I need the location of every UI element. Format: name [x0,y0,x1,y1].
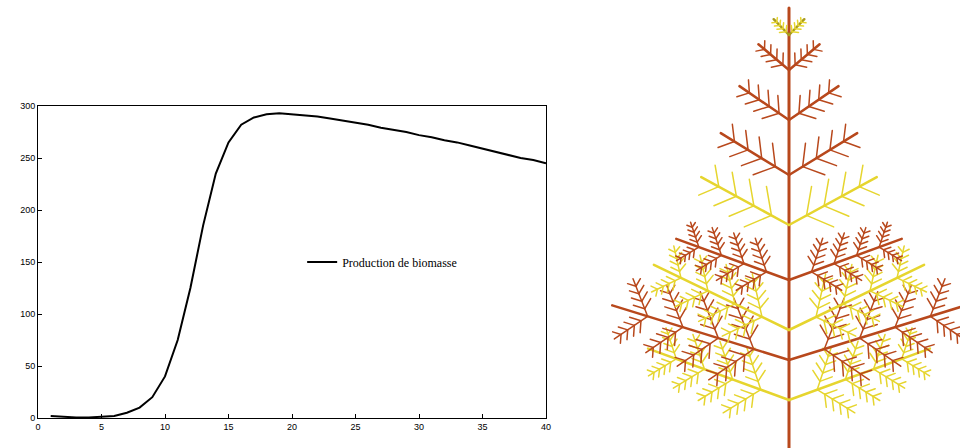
svg-text:10: 10 [160,422,170,432]
svg-text:25: 25 [350,422,360,432]
svg-text:5: 5 [99,422,104,432]
svg-text:35: 35 [477,422,487,432]
svg-text:40: 40 [541,422,551,432]
svg-text:300: 300 [20,101,35,111]
svg-text:50: 50 [25,361,35,371]
svg-text:Production de biomasse: Production de biomasse [342,256,457,270]
svg-text:0: 0 [30,413,35,423]
svg-text:20: 20 [287,422,297,432]
svg-text:200: 200 [20,205,35,215]
svg-text:15: 15 [223,422,233,432]
svg-text:30: 30 [414,422,424,432]
svg-text:250: 250 [20,153,35,163]
svg-text:0: 0 [35,422,40,432]
svg-text:150: 150 [20,257,35,267]
svg-text:100: 100 [20,309,35,319]
